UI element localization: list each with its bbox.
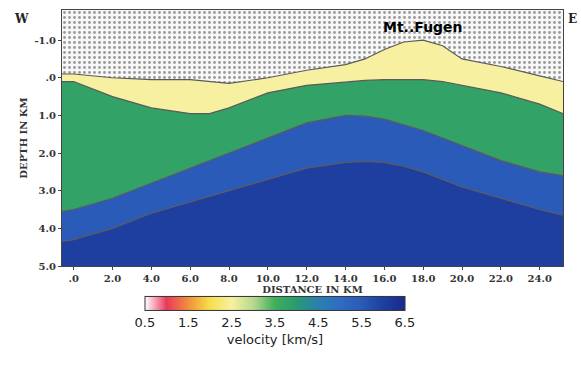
svg-text:W: W (14, 12, 29, 26)
svg-text:.0: .0 (68, 273, 78, 284)
svg-text:12.0: 12.0 (294, 273, 318, 284)
svg-text:2.0: 2.0 (104, 273, 121, 284)
svg-text:2.0: 2.0 (39, 148, 56, 159)
svg-text:20.0: 20.0 (450, 273, 474, 284)
svg-text:E: E (568, 12, 577, 26)
svg-text:10.0: 10.0 (256, 273, 280, 284)
svg-text:6.0: 6.0 (181, 273, 198, 284)
svg-text:5.0: 5.0 (39, 261, 56, 272)
svg-text:DEPTH IN KM: DEPTH IN KM (18, 97, 29, 178)
svg-text:0.5: 0.5 (135, 315, 156, 330)
svg-text:DISTANCE IN KM: DISTANCE IN KM (262, 284, 363, 295)
svg-text:14.0: 14.0 (333, 273, 357, 284)
svg-text:18.0: 18.0 (411, 273, 435, 284)
svg-text:4.5: 4.5 (308, 315, 329, 330)
svg-text:4.0: 4.0 (39, 223, 56, 234)
svg-text:1.0: 1.0 (39, 110, 56, 121)
svg-text:22.0: 22.0 (489, 273, 513, 284)
svg-text:velocity [km/s]: velocity [km/s] (227, 332, 323, 347)
svg-text:5.5: 5.5 (351, 315, 372, 330)
svg-text:3.5: 3.5 (265, 315, 286, 330)
svg-text:6.5: 6.5 (395, 315, 416, 330)
svg-text:.0: .0 (46, 72, 56, 83)
svg-text:2.5: 2.5 (221, 315, 242, 330)
svg-text:Mt..Fugen: Mt..Fugen (383, 19, 463, 35)
svg-text:8.0: 8.0 (220, 273, 237, 284)
svg-text:3.0: 3.0 (39, 185, 56, 196)
svg-text:-1.0: -1.0 (34, 35, 56, 46)
svg-text:4.0: 4.0 (143, 273, 160, 284)
svg-text:16.0: 16.0 (372, 273, 396, 284)
svg-text:24.0: 24.0 (528, 273, 552, 284)
svg-text:1.5: 1.5 (178, 315, 199, 330)
